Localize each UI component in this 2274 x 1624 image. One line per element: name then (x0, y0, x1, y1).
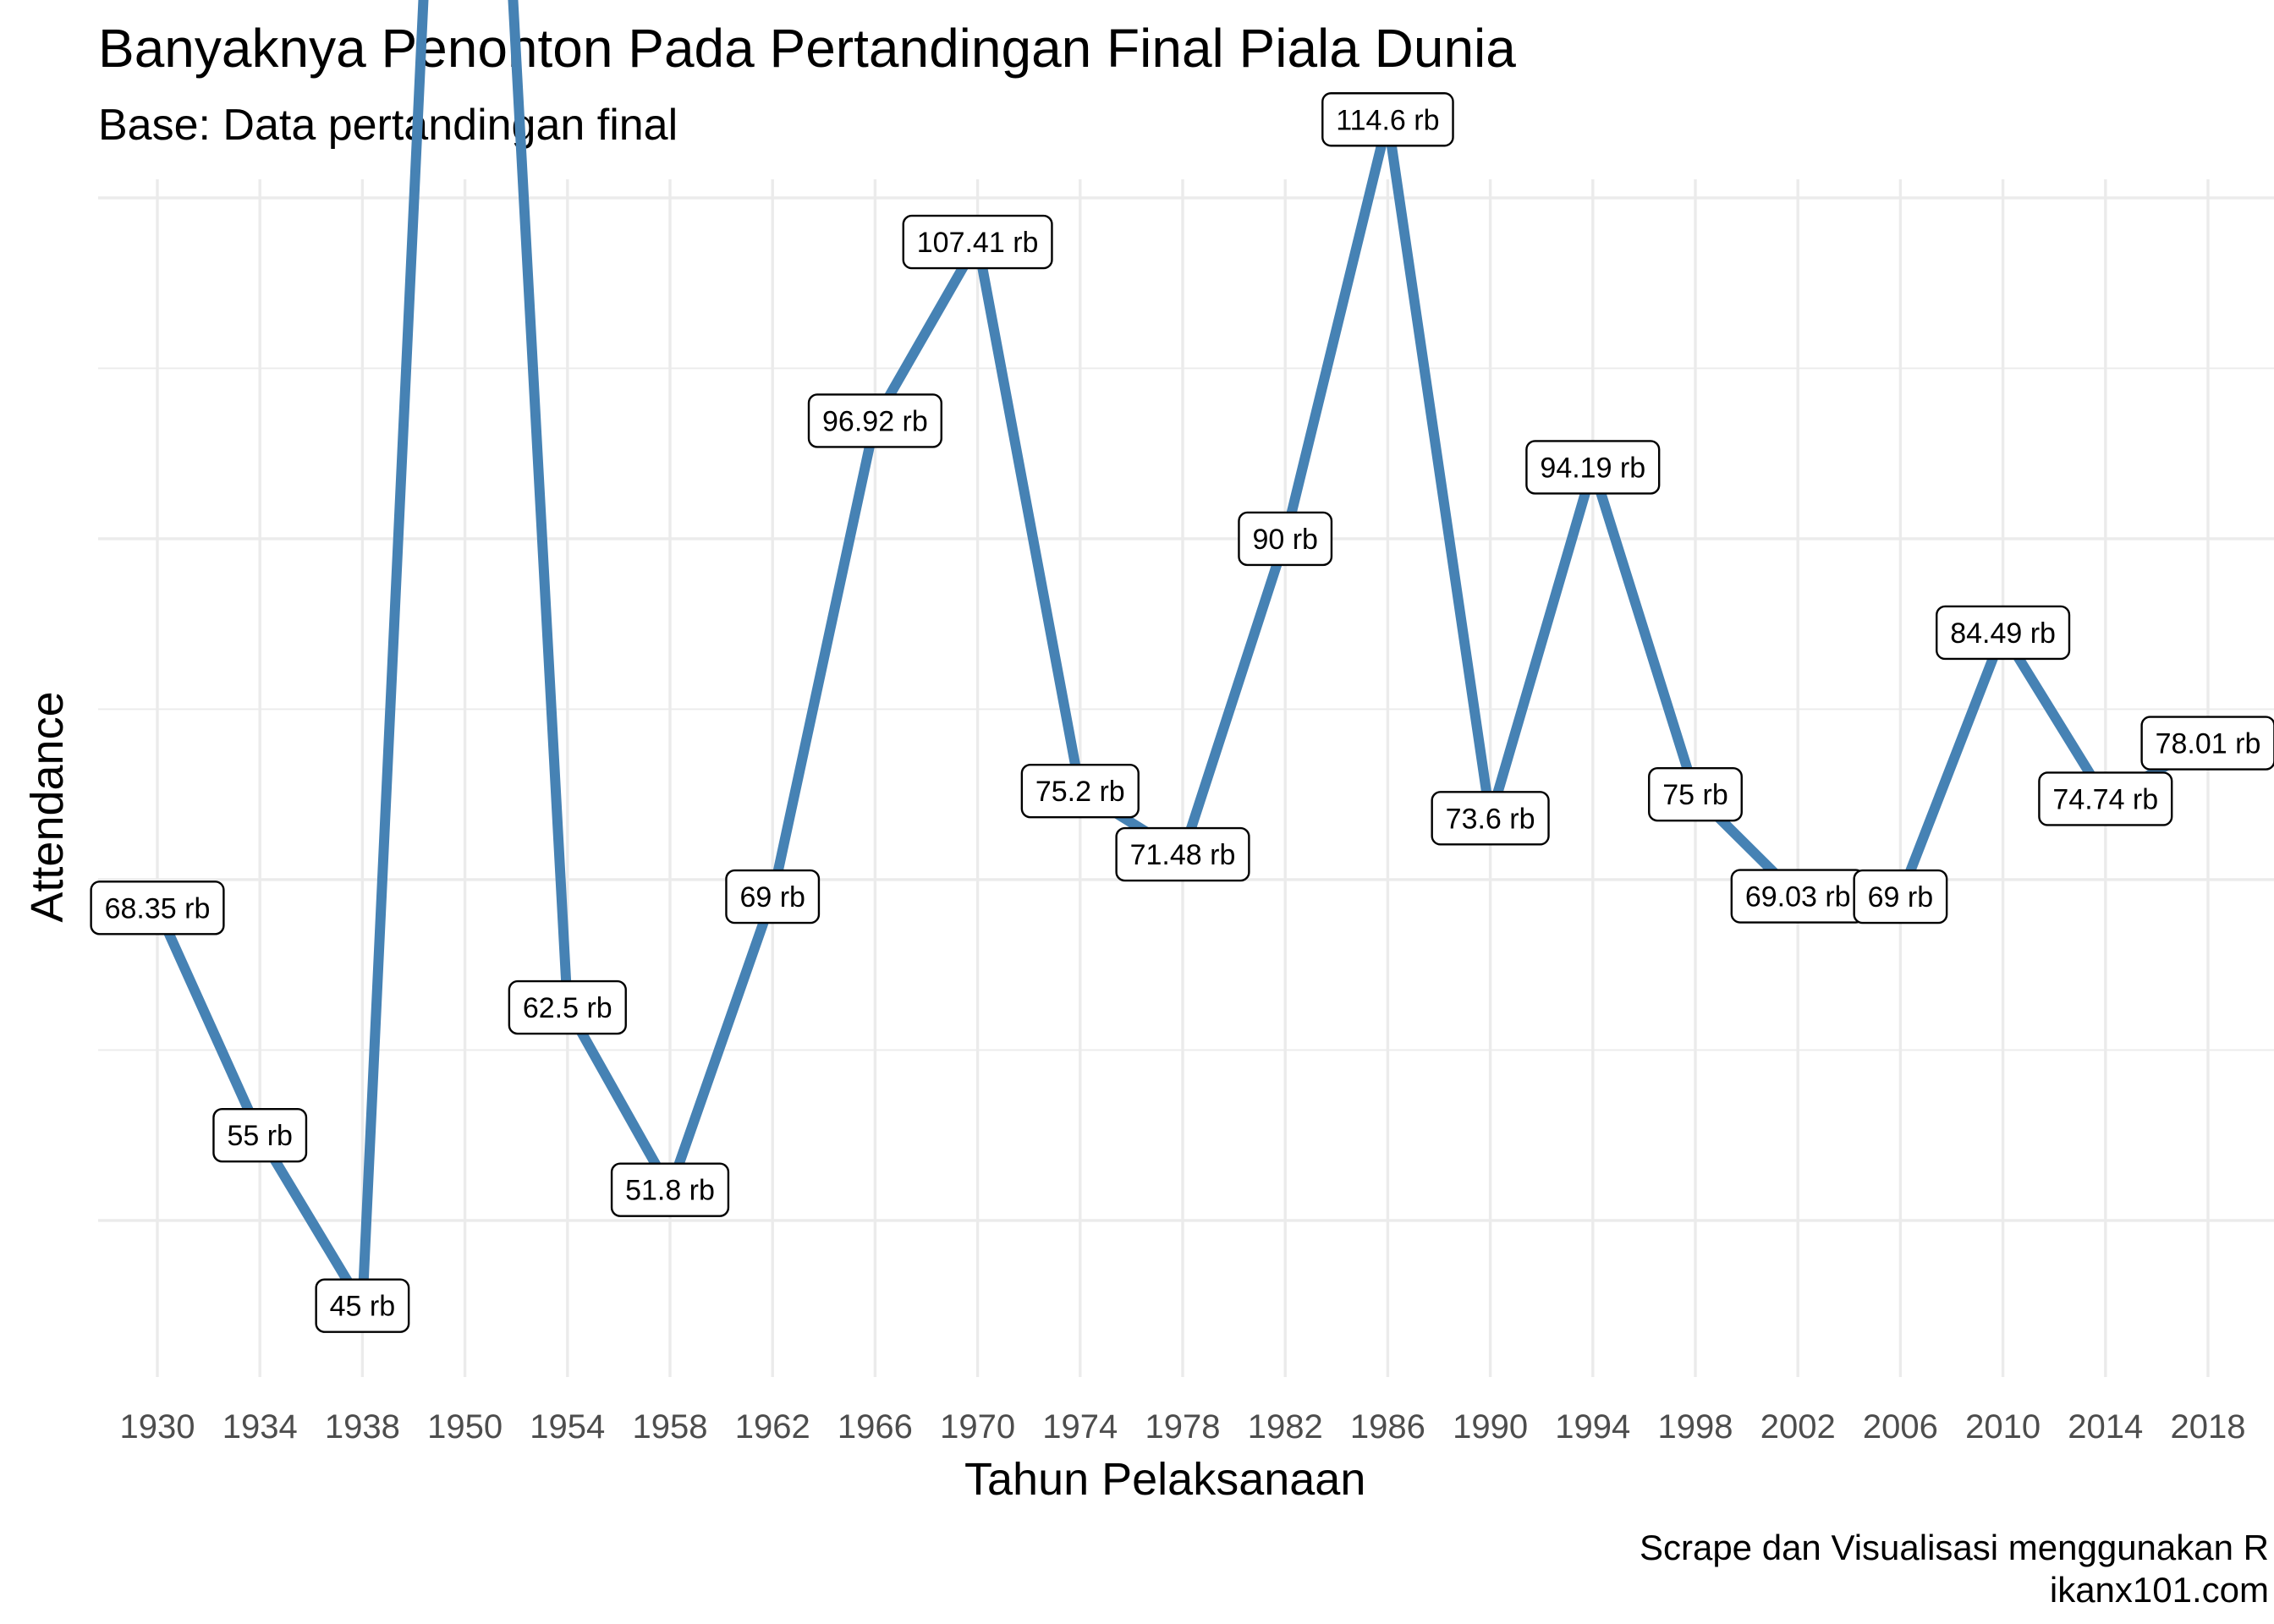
data-label: 73.6 rb (1431, 791, 1550, 846)
data-label-text: 114.6 rb (1336, 104, 1439, 136)
data-label-text: 69 rb (739, 881, 805, 914)
data-label-box (90, 881, 225, 935)
data-label-text: 78.01 rb (2156, 728, 2261, 760)
x-tick-label: 1966 (838, 1408, 913, 1446)
data-label-text: 71.48 rb (1130, 839, 1236, 871)
x-tick-label: 1974 (1042, 1408, 1118, 1446)
data-label-box (508, 979, 627, 1035)
data-label-text: 75 rb (1662, 779, 1728, 811)
data-label-box (725, 869, 821, 924)
x-tick-label: 2006 (1863, 1408, 1938, 1446)
x-tick-label: 1950 (427, 1408, 503, 1446)
data-label: 55 rb (212, 1107, 308, 1163)
data-label-box (807, 393, 942, 448)
x-tick-label: 1930 (120, 1408, 195, 1446)
x-tick-label: 1994 (1555, 1408, 1630, 1446)
data-label-box (1648, 767, 1743, 822)
x-tick-label: 1998 (1658, 1408, 1733, 1446)
data-label: 78.01 rb (2140, 716, 2274, 771)
data-label-box (212, 1107, 308, 1163)
x-tick-label: 2018 (2171, 1408, 2246, 1446)
x-tick-label: 1938 (325, 1408, 400, 1446)
data-label-text: 74.74 rb (2052, 783, 2158, 815)
data-label-box (315, 1278, 410, 1333)
data-label: 74.74 rb (2038, 771, 2173, 826)
data-label-text: 62.5 rb (523, 992, 612, 1024)
data-label: 69 rb (725, 869, 821, 924)
data-label-box (1115, 826, 1250, 882)
data-label: 84.49 rb (1936, 605, 2071, 661)
x-tick-label: 1978 (1145, 1408, 1221, 1446)
data-label-box (1853, 869, 1948, 924)
x-tick-label: 2002 (1760, 1408, 1836, 1446)
data-label: 90 rb (1238, 511, 1333, 567)
data-label-box (2140, 716, 2274, 771)
grid-lines (98, 179, 2274, 1377)
x-axis-tick-labels: 1930 1934 1938 1950 1954 1958 1962 1966 1970 1974… (120, 1408, 2246, 1446)
data-label-text: 51.8 rb (625, 1175, 715, 1207)
data-label-text: 90 rb (1252, 524, 1318, 556)
data-label: 69 rb (1853, 869, 1948, 924)
caption-line-1: Scrape dan Visualisasi menggunakan R (1639, 1528, 2269, 1567)
data-label: 75.2 rb (1020, 763, 1140, 819)
chart-title: Banyaknya Penonton Pada Pertandingan Fin… (98, 18, 1516, 79)
data-label-text: 107.41 rb (917, 227, 1039, 259)
x-tick-label: 1986 (1350, 1408, 1425, 1446)
data-label-box (610, 1162, 730, 1217)
data-label-text: 45 rb (330, 1291, 396, 1323)
data-label-box (902, 214, 1053, 270)
x-axis-label: Tahun Pelaksanaan (964, 1454, 1366, 1505)
data-label-box (1321, 92, 1454, 147)
x-tick-label: 1970 (940, 1408, 1015, 1446)
data-label-text: 73.6 rb (1446, 803, 1535, 835)
data-label: 62.5 rb (508, 979, 627, 1035)
data-label-text: 94.19 rb (1540, 452, 1645, 484)
data-label-box (1936, 605, 2071, 661)
x-tick-label: 2010 (1965, 1408, 2041, 1446)
data-label: 107.41 rb (902, 214, 1053, 270)
data-label-box (1525, 440, 1661, 495)
x-tick-label: 1990 (1453, 1408, 1528, 1446)
data-label: 94.19 rb (1525, 440, 1661, 495)
y-axis-label: Attendance (22, 691, 73, 923)
data-label-text: 69 rb (1868, 881, 1934, 914)
data-label: 51.8 rb (610, 1162, 730, 1217)
data-label: 75 rb (1648, 767, 1743, 822)
x-tick-label: 1958 (633, 1408, 708, 1446)
data-label: 68.35 rb (90, 881, 225, 935)
x-tick-label: 1954 (530, 1408, 605, 1446)
data-label-text: 75.2 rb (1035, 776, 1125, 808)
x-tick-label: 2014 (2068, 1408, 2143, 1446)
data-label-text: 55 rb (227, 1120, 293, 1152)
data-label-text: 84.49 rb (1950, 617, 2056, 650)
data-label-box (1431, 791, 1550, 846)
data-label: 45 rb (315, 1278, 410, 1333)
data-label-box (1238, 511, 1333, 567)
x-tick-label: 1962 (735, 1408, 810, 1446)
data-label-box (2038, 771, 2173, 826)
data-label: 71.48 rb (1115, 826, 1250, 882)
data-label-box (1020, 763, 1140, 819)
data-label-text: 69.03 rb (1745, 881, 1851, 914)
data-label: 96.92 rb (807, 393, 942, 448)
data-label-text: 96.92 rb (822, 405, 928, 437)
x-tick-label: 1982 (1248, 1408, 1323, 1446)
data-label: 69.03 rb (1730, 869, 1865, 924)
chart-subtitle: Base: Data pertandingan final (98, 101, 678, 150)
data-label: 114.6 rb (1321, 92, 1454, 147)
caption-line-2: ikanx101.com (2049, 1570, 2269, 1610)
data-label-text: 68.35 rb (105, 892, 211, 924)
x-tick-label: 1934 (222, 1408, 298, 1446)
